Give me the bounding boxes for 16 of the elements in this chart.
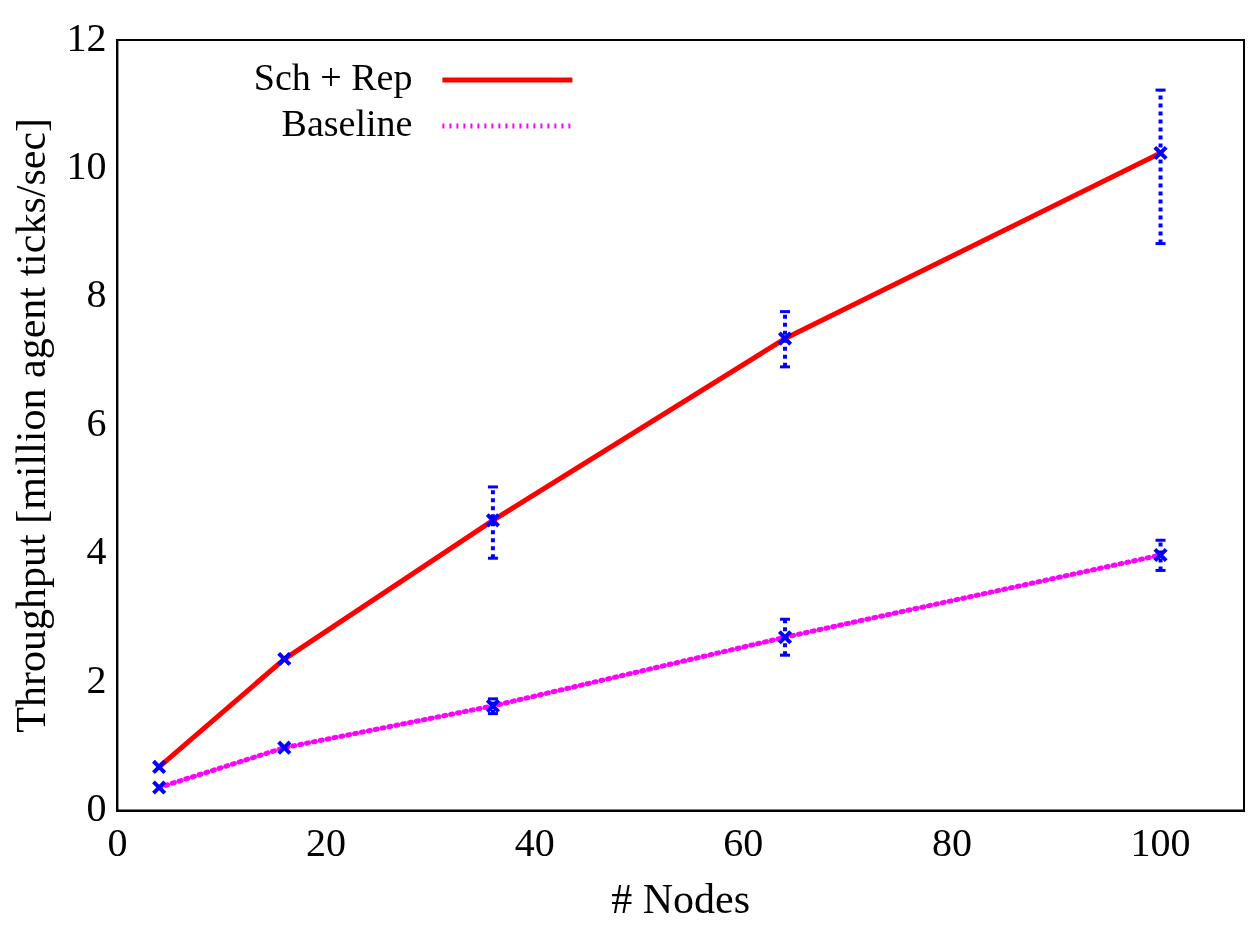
y-tick-label: 4 (86, 528, 107, 574)
x-tick-label: 40 (514, 820, 555, 866)
legend-label: Baseline (281, 101, 413, 144)
legend-label: Sch + Rep (253, 55, 413, 98)
y-tick-label: 12 (66, 14, 107, 60)
y-tick-label: 8 (86, 271, 107, 317)
x-tick-label: 100 (1130, 820, 1191, 866)
y-tick-label: 6 (86, 399, 107, 445)
x-axis-title: # Nodes (611, 875, 751, 922)
x-tick-label: 20 (306, 820, 347, 866)
y-tick-label: 10 (66, 142, 107, 188)
x-tick-label: 80 (931, 820, 972, 866)
y-tick-label: 2 (86, 656, 107, 702)
x-tick-label: 60 (723, 820, 764, 866)
y-tick-label: 0 (86, 785, 107, 831)
y-axis-title: Throughput [million agent ticks/sec] (8, 117, 55, 733)
